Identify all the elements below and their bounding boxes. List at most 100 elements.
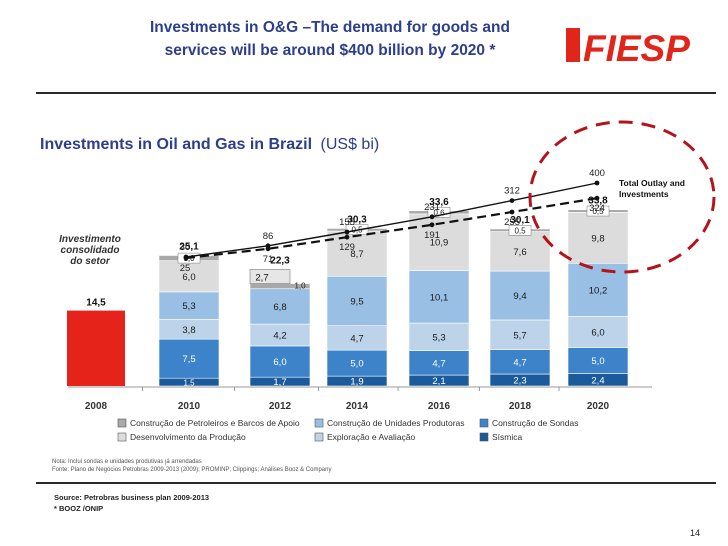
- note-line-2: Fonte: Plano de Negócios Petrobras 2009-…: [52, 467, 332, 473]
- bar-extra-segment-2012: [249, 269, 291, 284]
- bar-segment-label: 5,3: [182, 301, 195, 312]
- bar-segment-label: 2,1: [432, 376, 445, 387]
- line-point-label: 129: [339, 242, 355, 253]
- line-point-label: 400: [589, 168, 605, 179]
- bar-segment-label: 2,7: [255, 273, 268, 284]
- line-point-label: 71: [263, 254, 274, 265]
- callout-label: Total Outlay and Investments: [619, 178, 685, 199]
- bar-segment-label: 8,7: [350, 249, 363, 260]
- line-point: [594, 195, 600, 201]
- segment-label-box: [586, 205, 610, 217]
- bar-segment-label: 6,0: [591, 327, 604, 338]
- legend-swatch-construcao-de-petroleiros-e-barcos-de-apoio: [117, 418, 127, 428]
- line-point: [344, 234, 350, 240]
- bar-segment-desenvolvimento-da-producao: [326, 230, 388, 277]
- bar-segment-label: 1,7: [273, 377, 286, 388]
- bar-segment-label: 5,7: [513, 330, 526, 341]
- bar-segment-label: 1,9: [350, 377, 363, 388]
- bar-segment-construcao-de-sondas: [249, 345, 311, 378]
- bar-segment-label: 7,5: [182, 354, 195, 365]
- line-point-label: 324: [589, 203, 605, 214]
- legend-label: Sísmica: [492, 432, 523, 442]
- fiesp-logo: FIESP: [566, 28, 690, 64]
- bar-total-label: 22,3: [270, 256, 290, 267]
- line-point-label: 30: [180, 242, 191, 253]
- legend-label: Desenvolvimento da Produção: [130, 432, 246, 442]
- x-tick-label: 2010: [178, 401, 201, 412]
- sector-label-line: consolidado: [61, 245, 120, 256]
- bar-segment-label: 9,4: [513, 291, 526, 302]
- bar-segment-label: 4,7: [350, 333, 363, 344]
- sector-label-line: do setor: [70, 256, 111, 267]
- bar-segment-label: 10,2: [589, 285, 608, 296]
- line-point: [183, 255, 189, 261]
- source-line: Source: Petrobras business plan 2009-201…: [54, 493, 210, 502]
- legend-label: Construção de Petroleiros e Barcos de Ap…: [130, 418, 300, 428]
- bar-segment-construcao-de-unidades-produtoras: [249, 288, 311, 325]
- bar-total-label: 14,5: [86, 298, 106, 309]
- bar-segment-label: 6,0: [273, 357, 286, 368]
- x-tick-label: 2020: [587, 401, 610, 412]
- callout-ellipse: [528, 120, 716, 274]
- bar-segment-construcao-de-unidades-produtoras: [326, 275, 388, 326]
- bar-segment-construcao-de-sondas: [326, 349, 388, 377]
- footnote-line: * BOOZ /ONIP: [54, 504, 104, 513]
- x-tick-label: 2012: [269, 401, 292, 412]
- line-point-label: 25: [180, 263, 191, 274]
- bar-total-label: 33,8: [588, 196, 608, 207]
- chart-unit: (US$ bi): [320, 136, 380, 153]
- chart-title-text: Investments in Oil and Gas in Brazil: [40, 136, 313, 153]
- bar-total-label: 30,3: [347, 214, 367, 225]
- slide-title-line-2: services will be around $400 billion by …: [164, 42, 496, 59]
- sector-label-line: Investimento: [59, 234, 121, 245]
- source-block: Source: Petrobras business plan 2009-201…: [54, 492, 209, 514]
- bar-segment-construcao-de-unidades-produtoras: [158, 291, 220, 320]
- bar-segment-label: 3,8: [182, 325, 195, 336]
- bar-segment-label: 10,1: [430, 292, 449, 303]
- segment-label-box: [508, 225, 532, 236]
- bar-segment-label: 4,2: [273, 331, 286, 342]
- line-point: [509, 209, 515, 215]
- line-series-total: [185, 182, 598, 258]
- line-point: [509, 198, 515, 204]
- bar-segment-construcao-de-unidades-produtoras: [408, 270, 470, 324]
- line-point-label: 191: [424, 230, 440, 241]
- x-tick-label: 2016: [428, 401, 451, 412]
- bar-segment-label: 5,3: [432, 332, 445, 343]
- line-series-dashed: [185, 197, 598, 260]
- chart-title: Investments in Oil and Gas in Brazil (US…: [40, 136, 379, 154]
- legend-swatch-construcao-de-sondas: [479, 418, 489, 428]
- legend-label: Construção de Unidades Produtoras: [327, 418, 465, 428]
- bar-2008: [67, 310, 125, 386]
- bar-segment-label: 5,0: [591, 356, 604, 367]
- x-tick-label: 2018: [509, 401, 532, 412]
- legend-label: Exploração e Avaliação: [327, 432, 415, 442]
- chart-notes: Nota: Inclui sondas e unidades produtiva…: [52, 458, 331, 474]
- bar-segment-construcao-de-sondas: [408, 350, 470, 376]
- bar-segment-label: 7,6: [513, 247, 526, 258]
- segment-label-box: [427, 207, 451, 218]
- bar-segment-label: 1,5: [183, 379, 195, 388]
- bar-total-label: 25,1: [179, 241, 199, 252]
- bar-segment-label: 9,5: [350, 296, 363, 307]
- line-point-label: 155: [339, 217, 355, 228]
- legend-swatch-exploracao-e-avaliacao: [314, 432, 324, 442]
- line-point-label: 231: [424, 202, 440, 213]
- bar-segment-label: 0,5: [514, 226, 526, 235]
- line-point: [429, 214, 435, 220]
- line-point: [265, 246, 271, 252]
- bar-segment-label: 0,5: [592, 207, 604, 216]
- bar-segment-label: 6,8: [273, 302, 286, 313]
- bar-total-label: 30,1: [510, 215, 530, 226]
- bar-segment-desenvolvimento-da-producao: [489, 231, 551, 272]
- logo-wordmark: FIESP: [583, 28, 690, 64]
- bar-segment-exploracao-e-avaliacao: [326, 325, 388, 351]
- bar-total-label: 33,6: [429, 197, 449, 208]
- bar-segment-desenvolvimento-da-producao: [158, 260, 220, 293]
- bar-segment-label: 1,0: [294, 282, 306, 291]
- bar-segment-label: 4,7: [432, 358, 445, 369]
- page-number: 14: [690, 528, 701, 538]
- legend-swatch-sismica: [479, 432, 489, 442]
- bar-segment-label: 2,4: [591, 375, 604, 386]
- bar-segment-construcao-de-sondas: [567, 347, 629, 374]
